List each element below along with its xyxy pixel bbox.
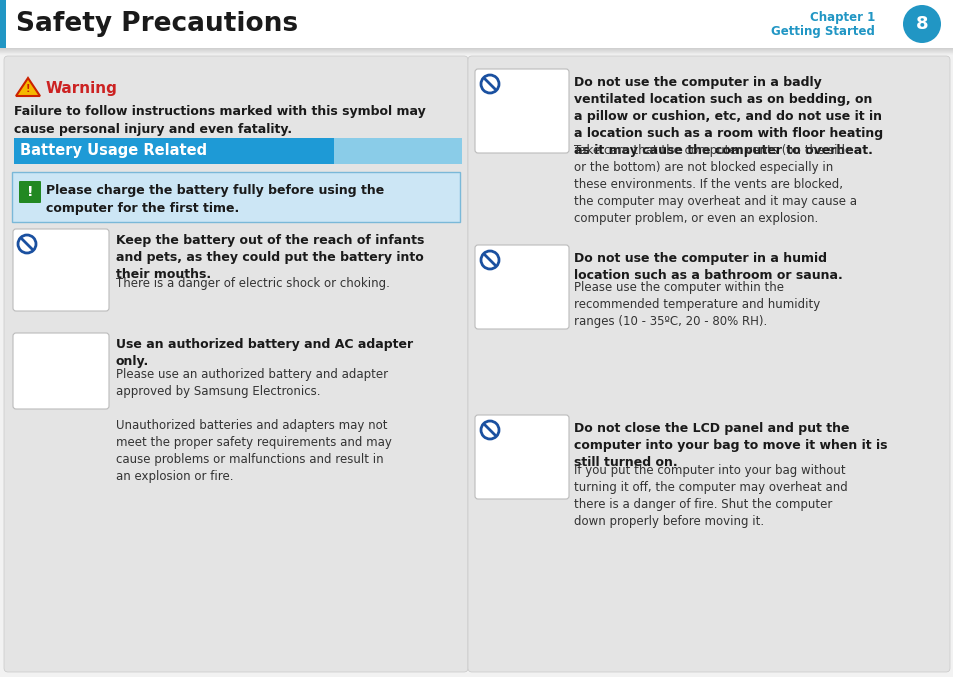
Text: Take care that the computer vents (on the side
or the bottom) are not blocked es: Take care that the computer vents (on th… (574, 144, 856, 225)
Text: Chapter 1: Chapter 1 (809, 11, 874, 24)
FancyBboxPatch shape (475, 415, 568, 499)
Text: Please use the computer within the
recommended temperature and humidity
ranges (: Please use the computer within the recom… (574, 281, 820, 328)
FancyBboxPatch shape (334, 138, 461, 164)
FancyBboxPatch shape (0, 0, 6, 48)
Text: Use an authorized battery and AC adapter
only.: Use an authorized battery and AC adapter… (116, 338, 413, 368)
Text: If you put the computer into your bag without
turning it off, the computer may o: If you put the computer into your bag wi… (574, 464, 847, 528)
FancyBboxPatch shape (13, 229, 109, 311)
Text: Failure to follow instructions marked with this symbol may
cause personal injury: Failure to follow instructions marked wi… (14, 105, 425, 136)
Text: Please charge the battery fully before using the
computer for the first time.: Please charge the battery fully before u… (46, 184, 384, 215)
Text: Battery Usage Related: Battery Usage Related (20, 144, 207, 158)
Text: !: ! (27, 185, 33, 199)
Text: Do not use the computer in a humid
location such as a bathroom or sauna.: Do not use the computer in a humid locat… (574, 252, 841, 282)
Circle shape (902, 5, 940, 43)
FancyBboxPatch shape (14, 138, 334, 164)
Polygon shape (16, 78, 40, 96)
FancyBboxPatch shape (12, 172, 459, 222)
FancyBboxPatch shape (475, 245, 568, 329)
Text: Safety Precautions: Safety Precautions (16, 11, 297, 37)
Text: 8: 8 (915, 15, 927, 33)
Text: Keep the battery out of the reach of infants
and pets, as they could put the bat: Keep the battery out of the reach of inf… (116, 234, 424, 281)
FancyBboxPatch shape (13, 333, 109, 409)
FancyBboxPatch shape (468, 56, 949, 672)
FancyBboxPatch shape (19, 181, 41, 203)
FancyBboxPatch shape (4, 56, 468, 672)
Text: Warning: Warning (46, 81, 118, 95)
Text: Getting Started: Getting Started (770, 24, 874, 37)
Text: Do not close the LCD panel and put the
computer into your bag to move it when it: Do not close the LCD panel and put the c… (574, 422, 886, 469)
Text: There is a danger of electric shock or choking.: There is a danger of electric shock or c… (116, 277, 390, 290)
Text: !: ! (26, 84, 30, 94)
Text: Do not use the computer in a badly
ventilated location such as on bedding, on
a : Do not use the computer in a badly venti… (574, 76, 882, 157)
Text: Please use an authorized battery and adapter
approved by Samsung Electronics.

U: Please use an authorized battery and ada… (116, 368, 392, 483)
FancyBboxPatch shape (0, 0, 953, 48)
FancyBboxPatch shape (475, 69, 568, 153)
